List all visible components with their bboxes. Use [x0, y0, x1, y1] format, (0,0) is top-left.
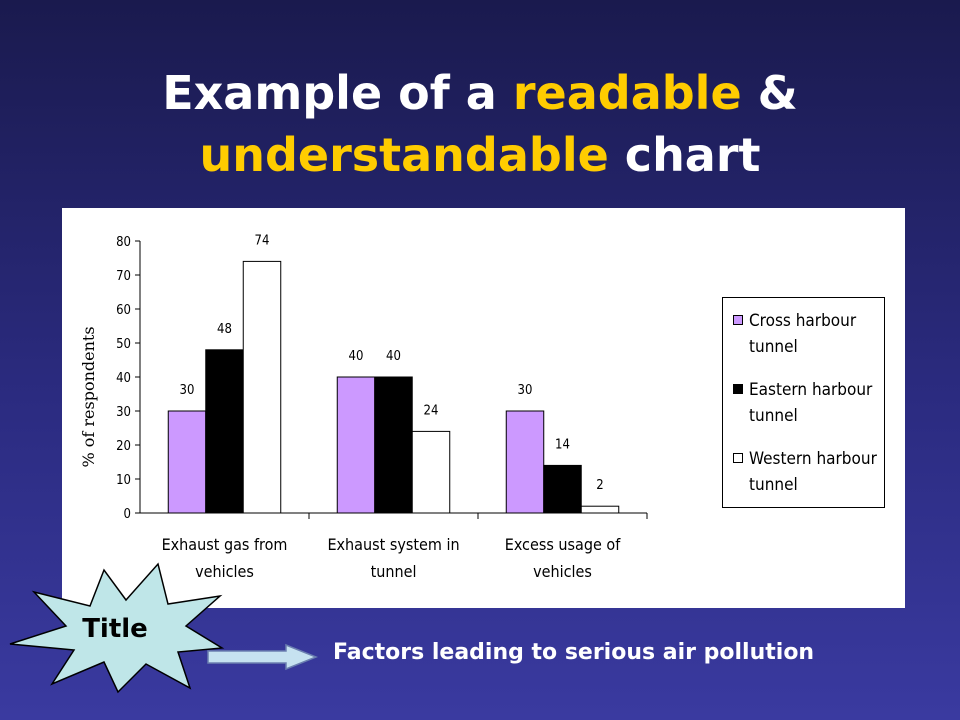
- bar: [242, 260, 282, 514]
- chart-legend: Cross harbour tunnel Eastern harbour tunnel…: [722, 297, 885, 508]
- legend-label: tunnel: [749, 406, 798, 426]
- legend-swatch: [733, 453, 743, 463]
- starburst-badge: [9, 562, 225, 694]
- chart-panel: 0 10 20 30 40 50 60 70 80 % of respondents 30 48 74 E…: [62, 208, 905, 608]
- legend-item: Eastern harbour tunnel: [733, 377, 884, 429]
- data-label: 74: [255, 233, 270, 248]
- y-tick-label: 40: [116, 371, 131, 386]
- data-label: 48: [217, 322, 232, 337]
- data-label: 14: [555, 437, 570, 452]
- bar: [580, 505, 620, 514]
- title-highlight-readable: readable: [512, 66, 742, 120]
- legend-label: Western harbour: [749, 449, 877, 469]
- arrow-right-icon: [207, 643, 318, 671]
- bar: [543, 464, 582, 514]
- y-tick-label: 50: [116, 337, 131, 352]
- bar: [336, 376, 376, 514]
- y-tick-label: 10: [116, 473, 131, 488]
- legend-label: tunnel: [749, 475, 798, 495]
- y-tick-label: 0: [124, 507, 131, 522]
- x-category-label: vehicles: [195, 562, 254, 581]
- title-part: Example of a: [162, 66, 513, 120]
- bar: [411, 430, 451, 514]
- title-highlight-understandable: understandable: [199, 128, 609, 182]
- bar: [505, 410, 545, 514]
- legend-label: Eastern harbour: [749, 380, 873, 400]
- legend-item: Cross harbour tunnel: [733, 308, 884, 360]
- y-tick-label: 70: [116, 269, 131, 284]
- x-category-label: tunnel: [371, 562, 417, 581]
- bar: [374, 376, 413, 514]
- data-label: 40: [349, 349, 364, 364]
- legend-label: tunnel: [749, 337, 798, 357]
- bar-chart: 0 10 20 30 40 50 60 70 80 % of respondents 30 48 74 E…: [79, 233, 648, 581]
- slide-title: Example of a readable & understandable ch…: [0, 62, 960, 186]
- y-tick-label: 20: [116, 439, 131, 454]
- legend-item: Western harbour tunnel: [733, 446, 884, 498]
- data-label: 24: [424, 403, 439, 418]
- title-part: chart: [608, 128, 761, 182]
- data-label: 2: [596, 478, 603, 493]
- y-tick-label: 80: [116, 235, 131, 250]
- y-axis-label: % of respondents: [79, 326, 98, 467]
- bar: [167, 410, 207, 514]
- x-category-label: Excess usage of: [505, 535, 621, 554]
- x-category-label: Exhaust gas from: [162, 535, 288, 554]
- legend-swatch: [733, 315, 743, 325]
- legend-swatch: [733, 384, 743, 394]
- data-label: 40: [386, 349, 401, 364]
- x-category-label: Exhaust system in: [327, 535, 459, 554]
- data-label: 30: [180, 383, 195, 398]
- bar: [205, 349, 244, 514]
- x-category-label: vehicles: [533, 562, 592, 581]
- data-label: 30: [518, 383, 533, 398]
- y-tick-label: 30: [116, 405, 131, 420]
- legend-label: Cross harbour: [749, 311, 857, 331]
- y-tick-label: 60: [116, 303, 131, 318]
- badge-label: Title: [82, 614, 148, 644]
- title-part: &: [741, 66, 798, 120]
- chart-caption: Factors leading to serious air pollution: [333, 640, 815, 665]
